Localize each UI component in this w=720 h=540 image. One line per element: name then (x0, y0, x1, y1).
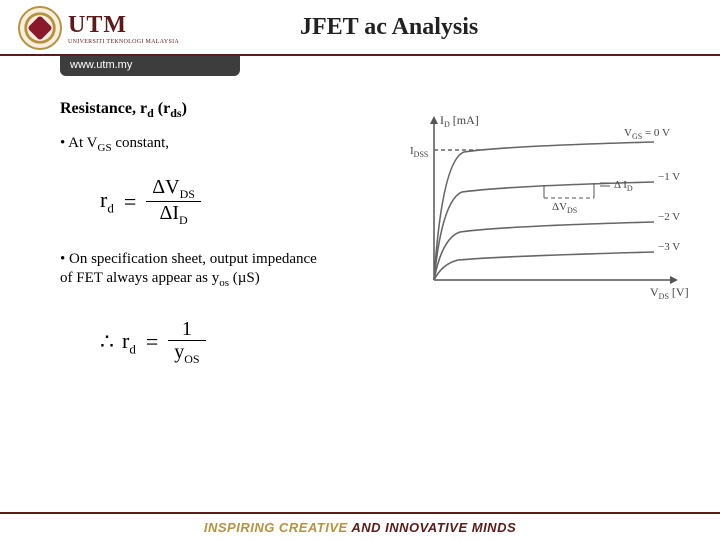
f2-lhs: rd (122, 328, 136, 357)
section-heading: Resistance, rd (rds) (60, 100, 440, 121)
x-label-unit: [V] (669, 285, 689, 299)
formula1-lhs: rd (100, 187, 114, 216)
utm-seal-icon (18, 6, 62, 50)
x-axis-label: VDS [V] (650, 285, 689, 301)
footer-part2: AND INNOVATIVE MINDS (351, 520, 516, 535)
idss-label: IDSS (410, 145, 428, 159)
f2-lhs-sub: d (129, 341, 136, 356)
logo-text: UTM UNIVERSITI TEKNOLOGI MALAYSIA (68, 12, 179, 45)
f2-den-sub: OS (184, 352, 199, 366)
curve-label-2: −2 V (658, 211, 680, 223)
bullet1-sub: GS (98, 142, 112, 154)
y-label-unit: [mA] (450, 113, 479, 127)
footer: INSPIRING CREATIVE AND INNOVATIVE MINDS (0, 512, 720, 540)
heading-prefix: Resistance, r (60, 100, 147, 117)
therefore-icon: ∴ (100, 329, 114, 355)
heading-sub1: d (147, 106, 154, 120)
idss-sub: DSS (414, 150, 429, 159)
curve-label-1: −1 V (658, 171, 680, 183)
bullet2-line2: of FET always appear as yos (µS) (60, 269, 440, 290)
bullet-spec-sheet: • On specification sheet, output impedan… (60, 250, 440, 291)
header: UTM UNIVERSITI TEKNOLOGI MALAYSIA JFET a… (0, 0, 720, 56)
f1-num-sub: DS (180, 187, 195, 201)
logo-name: UTM (68, 12, 179, 39)
f2-eq: = (146, 329, 158, 355)
f2-den: yOS (168, 341, 205, 366)
f2-den-base: y (174, 341, 184, 363)
f1-num-delta: ΔV (152, 176, 179, 198)
logo-subtitle: UNIVERSITI TEKNOLOGI MALAYSIA (68, 39, 179, 45)
bullet1-prefix: • At V (60, 135, 98, 151)
f1-denominator: ΔID (153, 202, 193, 227)
f1-numerator: ΔVDS (146, 176, 201, 201)
y-axis-label: ID [mA] (440, 113, 479, 129)
page-title: JFET ac Analysis (300, 14, 478, 41)
delta-id-label: Δ ID (614, 179, 633, 193)
formula-rd-yos: ∴ rd = 1 yOS (100, 318, 440, 366)
f2-fraction: 1 yOS (168, 318, 205, 366)
f1-den-sub: D (179, 213, 188, 227)
footer-tagline: INSPIRING CREATIVE AND INNOVATIVE MINDS (204, 520, 516, 535)
curve-vgs-m3 (434, 252, 654, 280)
x-label-sub: DS (659, 292, 669, 301)
bullet2-sub: os (219, 277, 229, 289)
bullet-vgs-constant: • At VGS constant, (60, 135, 440, 154)
curve-vgs-m2 (434, 222, 654, 280)
formula-rd: rd = ΔVDS ΔID (100, 176, 440, 227)
heading-sub2: ds (170, 106, 181, 120)
footer-part1: INSPIRING CREATIVE (204, 520, 351, 535)
f1-den-delta: ΔI (159, 202, 179, 224)
logo-block: UTM UNIVERSITI TEKNOLOGI MALAYSIA (18, 6, 179, 50)
content: Resistance, rd (rds) • At VGS constant, … (60, 100, 440, 367)
f1-fraction: ΔVDS ΔID (146, 176, 201, 227)
bullet2-unit: (µS) (229, 270, 260, 286)
heading-suffix: ) (182, 100, 187, 117)
curve-label-0: VGS = 0 V (624, 127, 670, 141)
x-axis-arrow-icon (670, 276, 678, 284)
f1-eq: = (124, 189, 136, 215)
y-axis-arrow-icon (430, 116, 438, 124)
heading-mid: (r (154, 100, 170, 117)
bullet2-line1: • On specification sheet, output impedan… (60, 250, 440, 270)
bullet1-suffix: constant, (112, 135, 170, 151)
f1-lhs-sub: d (107, 201, 114, 216)
bullet2-prefix: of FET always appear as y (60, 270, 219, 286)
url-bar: www.utm.my (60, 56, 240, 76)
delta-vds-label: ΔVDS (552, 201, 577, 215)
curve-label-3: −3 V (658, 241, 680, 253)
f2-num: 1 (176, 318, 198, 340)
x-label-base: V (650, 285, 659, 299)
jfet-output-curves: ID [mA] VDS [V] IDSS VGS = 0 V −1 V −2 V… (404, 110, 704, 310)
